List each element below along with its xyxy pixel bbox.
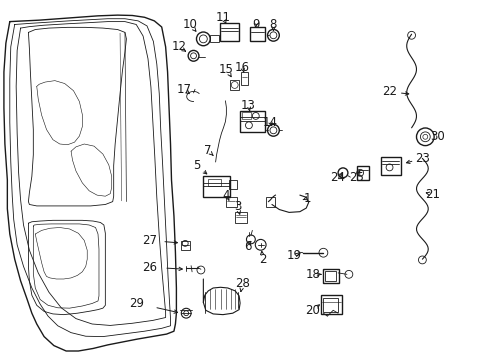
Text: 30: 30 [430,130,444,143]
Text: 22: 22 [382,85,397,98]
Text: 14: 14 [263,116,278,129]
Text: 2: 2 [259,253,267,266]
Text: 25: 25 [349,171,364,184]
Text: 15: 15 [219,63,234,76]
Bar [325,271,336,281]
Bar [230,80,239,90]
Bar [226,197,237,207]
Text: 20: 20 [305,304,320,317]
Bar [250,27,265,41]
Bar [323,269,339,283]
Bar [242,112,251,119]
Text: 12: 12 [172,40,186,53]
Text: 24: 24 [331,171,345,184]
Text: 11: 11 [216,11,230,24]
Text: 10: 10 [183,18,197,31]
Text: 7: 7 [204,144,212,157]
Bar [357,166,369,180]
Text: 16: 16 [235,61,250,74]
Text: 3: 3 [234,201,242,213]
Bar [241,72,248,85]
Bar [181,241,190,250]
Bar [240,111,265,132]
Text: 26: 26 [142,261,157,274]
Bar [210,35,219,42]
Bar [381,157,401,175]
Bar [323,298,338,312]
Text: 29: 29 [129,297,144,310]
Text: 4: 4 [222,189,230,202]
Text: 13: 13 [241,99,256,112]
Text: 6: 6 [244,240,251,253]
Text: 8: 8 [270,18,277,31]
Text: 21: 21 [425,188,440,201]
Text: 28: 28 [235,277,250,290]
Bar [321,295,342,314]
Bar [208,179,220,186]
Text: 5: 5 [193,159,201,172]
Bar [229,180,237,189]
Text: 18: 18 [306,268,321,281]
Bar [220,23,239,41]
Bar [235,212,247,223]
Bar [266,197,275,207]
Text: 23: 23 [415,152,430,165]
Text: 1: 1 [304,192,312,204]
Text: 27: 27 [142,234,157,247]
Bar [203,176,230,197]
Text: 9: 9 [252,18,260,31]
Text: 19: 19 [287,249,301,262]
Text: 17: 17 [176,83,191,96]
